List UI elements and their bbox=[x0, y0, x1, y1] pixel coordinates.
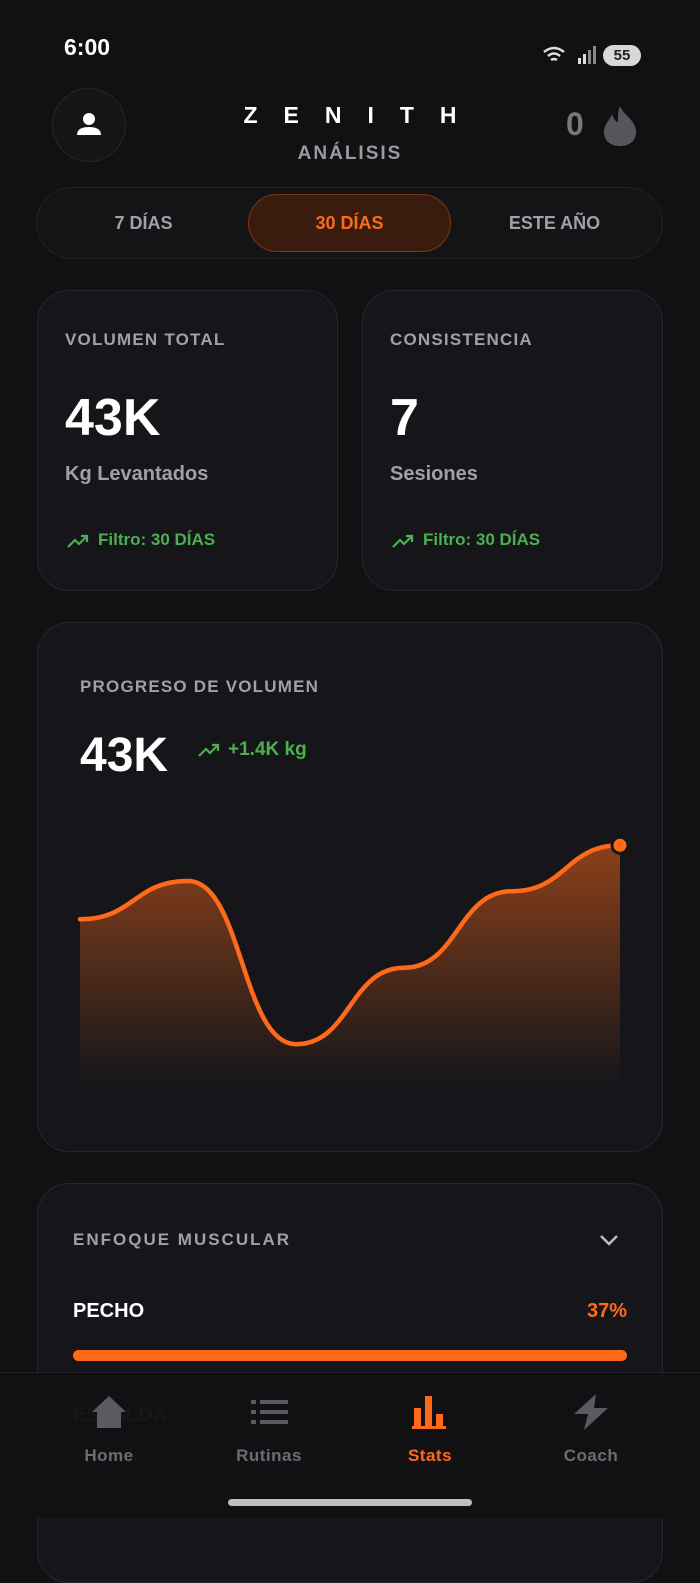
chart-title: PROGRESO DE VOLUMEN bbox=[80, 677, 320, 696]
nav-icons bbox=[92, 1394, 608, 1430]
screen: 6:00 55 ZENITH ANÁLISIS 0 7 DÍAS 30 DÍAS E… bbox=[0, 34, 700, 1583]
nav-item[interactable]: Home bbox=[84, 1446, 134, 1465]
chevron[interactable] bbox=[596, 1230, 622, 1250]
stat-unit: Sesiones bbox=[390, 463, 478, 485]
nav-item[interactable]: Coach bbox=[563, 1446, 619, 1465]
stat-filter: Filtro: 30 DÍAS bbox=[98, 530, 216, 549]
trend-icon bbox=[198, 743, 220, 757]
status-time: 6:00 bbox=[64, 34, 111, 60]
profile-icon bbox=[77, 113, 101, 135]
streak-count: 0 bbox=[566, 106, 584, 142]
period-tab[interactable]: 30 DÍAS bbox=[248, 194, 451, 252]
stat-label: VOLUMEN TOTAL bbox=[65, 330, 226, 349]
battery: 55 bbox=[603, 45, 641, 66]
app-title: ZENITH bbox=[243, 102, 483, 128]
last-point bbox=[610, 835, 630, 855]
chart-headline: 43K bbox=[80, 729, 169, 782]
nav-item[interactable]: Rutinas bbox=[236, 1446, 302, 1465]
volume-area bbox=[80, 845, 620, 1085]
bottom-nav bbox=[0, 1372, 700, 1518]
stat-label: CONSISTENCIA bbox=[390, 330, 533, 349]
period-tab[interactable]: 7 DÍAS bbox=[114, 212, 173, 233]
nav-item[interactable]: Stats bbox=[407, 1446, 453, 1465]
stat-value: 7 bbox=[390, 389, 419, 447]
trend-icon bbox=[67, 534, 89, 548]
trend-arrow bbox=[67, 534, 89, 548]
page-subtitle: ANÁLISIS bbox=[297, 143, 403, 164]
period-tab[interactable]: ESTE AÑO bbox=[508, 212, 601, 233]
status-icons bbox=[543, 46, 596, 64]
muscle-bar bbox=[73, 1350, 627, 1361]
home-indicator bbox=[228, 1499, 472, 1506]
flame-icon bbox=[604, 106, 636, 146]
stat-filter: Filtro: 30 DÍAS bbox=[423, 530, 541, 549]
stat-unit: Kg Levantados bbox=[65, 463, 209, 485]
volume-chart bbox=[77, 835, 630, 1085]
muscle-percent: 37% bbox=[586, 1300, 627, 1322]
trend-icon bbox=[392, 534, 414, 548]
trend-arrow bbox=[392, 534, 414, 548]
muscle-title: ENFOQUE MUSCULAR bbox=[73, 1230, 292, 1249]
chart-delta: +1.4K kg bbox=[228, 739, 307, 760]
profile-button[interactable] bbox=[52, 88, 126, 162]
muscle-name: PECHO bbox=[73, 1300, 145, 1322]
volume-line bbox=[77, 843, 623, 1047]
stat-value: 43K bbox=[65, 389, 161, 447]
